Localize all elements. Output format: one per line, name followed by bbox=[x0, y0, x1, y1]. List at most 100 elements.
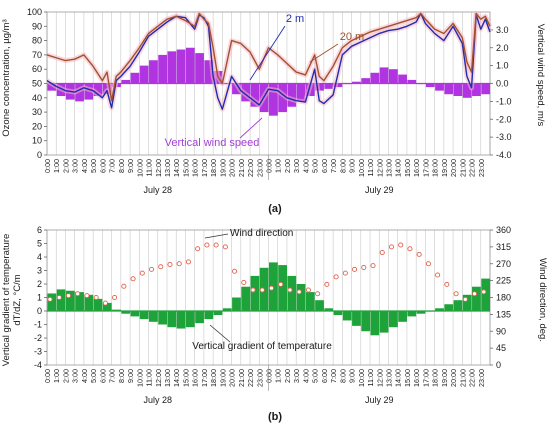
bar bbox=[361, 78, 371, 84]
x-tick-label: 16:00 bbox=[412, 159, 421, 177]
annotation-leader bbox=[209, 324, 231, 343]
marker bbox=[148, 266, 155, 272]
x-tick-label: 19:00 bbox=[440, 159, 449, 177]
marker bbox=[444, 281, 450, 287]
x-tick-label: 0:00 bbox=[265, 369, 274, 383]
y2-tick-label: -1.0 bbox=[496, 96, 512, 106]
marker bbox=[333, 274, 339, 280]
day-label: July 29 bbox=[365, 185, 394, 195]
bar bbox=[47, 83, 57, 91]
x-tick-label: 1:00 bbox=[274, 159, 283, 173]
bar bbox=[130, 72, 140, 84]
annotation-label: 20 m bbox=[340, 31, 364, 43]
bar bbox=[130, 311, 140, 317]
bar bbox=[204, 311, 214, 320]
x-tick-label: 8:00 bbox=[338, 369, 347, 383]
annotation-leader bbox=[239, 117, 263, 139]
marker bbox=[130, 276, 136, 282]
bar bbox=[232, 83, 241, 95]
x-tick-label: 23:00 bbox=[255, 369, 264, 387]
y2-tick-label: 3.0 bbox=[496, 25, 509, 35]
y2-tick-label: 135 bbox=[496, 309, 511, 319]
bar bbox=[269, 83, 278, 116]
series-line bbox=[46, 12, 491, 102]
day-label: July 28 bbox=[143, 395, 172, 405]
x-tick-label: 10:00 bbox=[135, 369, 144, 387]
x-tick-label: 14:00 bbox=[172, 159, 181, 177]
bar bbox=[407, 311, 417, 317]
bar bbox=[149, 60, 158, 84]
bar bbox=[388, 311, 398, 328]
marker bbox=[250, 287, 256, 293]
bar bbox=[139, 311, 149, 320]
marker bbox=[315, 291, 321, 297]
x-tick-label: 7:00 bbox=[329, 369, 338, 383]
marker bbox=[296, 289, 302, 295]
y-tick-label: 100 bbox=[27, 7, 42, 17]
marker bbox=[425, 261, 431, 267]
y2-tick-label: 0.0 bbox=[496, 79, 509, 89]
x-tick-label: 23:00 bbox=[477, 159, 486, 177]
day-label: July 29 bbox=[365, 395, 394, 405]
x-tick-label: 4:00 bbox=[301, 369, 310, 383]
bar bbox=[296, 284, 306, 311]
x-tick-label: 9:00 bbox=[126, 159, 135, 173]
x-tick-label: 21:00 bbox=[458, 159, 467, 177]
x-tick-label: 17:00 bbox=[200, 369, 209, 387]
x-tick-label: 6:00 bbox=[98, 369, 107, 383]
marker bbox=[75, 291, 81, 297]
y-tick-label: -1 bbox=[34, 320, 42, 330]
y2-tick-label: 45 bbox=[496, 343, 506, 353]
x-tick-label: 6:00 bbox=[320, 159, 329, 173]
x-tick-label: 21:00 bbox=[237, 159, 246, 177]
x-tick-label: 10:00 bbox=[135, 159, 144, 177]
bar bbox=[176, 311, 186, 329]
x-tick-label: 14:00 bbox=[394, 369, 403, 387]
x-tick-label: 20:00 bbox=[449, 159, 458, 177]
y2-tick-label: 270 bbox=[496, 259, 511, 269]
bar bbox=[176, 49, 186, 84]
y2-tick-label: 360 bbox=[496, 225, 511, 235]
series-line bbox=[46, 12, 491, 110]
bar bbox=[407, 79, 417, 84]
marker bbox=[379, 249, 385, 256]
marker bbox=[398, 242, 404, 248]
x-tick-label: 13:00 bbox=[384, 369, 393, 387]
y-tick-label: 2 bbox=[37, 279, 42, 289]
x-tick-label: 3:00 bbox=[292, 369, 301, 383]
marker bbox=[112, 294, 118, 301]
bar bbox=[139, 65, 149, 84]
marker bbox=[158, 264, 164, 270]
bar bbox=[472, 83, 481, 97]
x-tick-label: 17:00 bbox=[421, 369, 430, 387]
y-axis-label: Ozone concentration, µg/m³ bbox=[1, 19, 12, 136]
y2-tick-label: -2.0 bbox=[496, 114, 512, 124]
x-tick-label: 0:00 bbox=[265, 159, 274, 173]
y2-axis-label: Vertical wind speed, m/s bbox=[535, 24, 546, 127]
y-axis-label: Vertical gradient of temperature bbox=[1, 234, 12, 367]
x-tick-label: 10:00 bbox=[357, 159, 366, 177]
bar bbox=[112, 309, 121, 311]
marker bbox=[232, 268, 238, 274]
marker bbox=[213, 242, 219, 248]
panel-label: (a) bbox=[268, 203, 282, 215]
bar bbox=[370, 72, 380, 84]
x-tick-label: 0:00 bbox=[43, 159, 52, 173]
x-tick-label: 7:00 bbox=[108, 369, 117, 383]
bar bbox=[435, 308, 444, 311]
x-tick-label: 1:00 bbox=[274, 369, 283, 383]
marker bbox=[388, 244, 395, 250]
annotation-label: Wind direction bbox=[230, 228, 293, 239]
bar bbox=[278, 265, 287, 311]
bar bbox=[296, 83, 306, 102]
bar bbox=[213, 311, 223, 316]
x-tick-label: 18:00 bbox=[431, 369, 440, 387]
bar bbox=[398, 311, 407, 322]
bar bbox=[342, 311, 352, 321]
bar bbox=[84, 294, 94, 311]
bar bbox=[102, 302, 112, 311]
x-tick-label: 12:00 bbox=[375, 159, 384, 177]
bar bbox=[65, 290, 75, 311]
x-tick-label: 12:00 bbox=[154, 369, 163, 387]
